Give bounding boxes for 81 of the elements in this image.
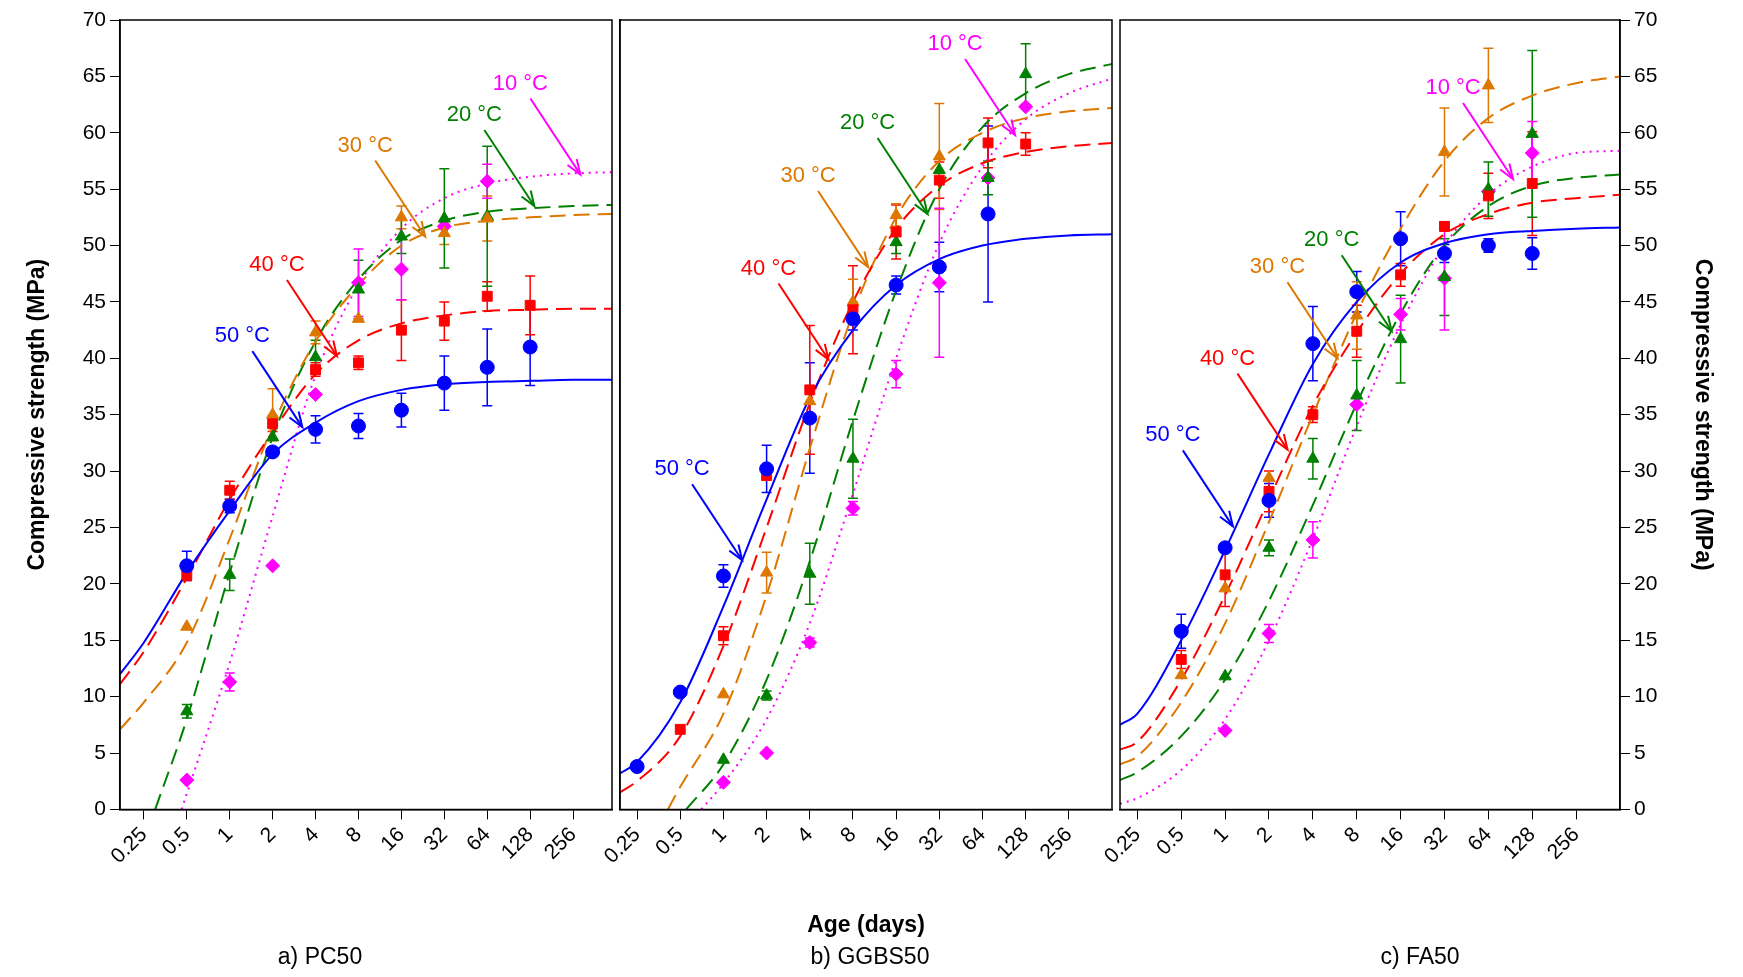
y-tick-label: 35	[82, 401, 106, 425]
x-tick-label: 0.5	[156, 821, 194, 859]
y-tick-label: 40	[82, 345, 106, 369]
x-tick-label: 16	[1374, 821, 1408, 855]
annotation: 50 °C	[654, 455, 710, 481]
annotation: 50 °C	[214, 322, 271, 348]
y-tick-label: 30	[82, 457, 106, 481]
annotation: 50 °C	[1145, 421, 1201, 447]
annotation: 30 °C	[337, 131, 393, 157]
y-tick-label: 10	[82, 683, 106, 707]
y-tick-label: 60	[82, 119, 106, 143]
y-tick-label: 55	[1634, 175, 1658, 199]
y-tick-label: 70	[1634, 6, 1658, 30]
x-tick-label: 256	[1034, 821, 1076, 864]
x-tick-label: 2	[255, 821, 280, 847]
y-tick-label: 60	[1634, 119, 1658, 143]
x-axis-title: Age (days)	[807, 910, 925, 937]
x-tick-label: 2	[749, 821, 774, 847]
annotation: 20 °C	[446, 101, 503, 127]
x-tick-label: 0.5	[650, 821, 688, 859]
x-tick-label: 8	[835, 821, 860, 847]
y-tick-label: 70	[82, 6, 106, 30]
y-tick-label: 25	[1634, 514, 1658, 538]
annotation: 20 °C	[839, 109, 896, 135]
y-tick-label: 25	[82, 514, 106, 538]
x-tick-label: 64	[461, 821, 495, 855]
y-tick-label: 50	[82, 232, 106, 256]
annotation: 10 °C	[927, 30, 983, 56]
x-tick-label: 32	[1418, 821, 1452, 855]
x-tick-label: 256	[1542, 821, 1584, 864]
y-tick-label: 65	[1634, 63, 1658, 87]
x-tick-label: 32	[418, 821, 452, 855]
x-tick-label: 16	[870, 821, 904, 855]
x-tick-label: 4	[297, 821, 323, 847]
y-tick-label: 5	[1634, 739, 1646, 763]
y-tick-label: 10	[1634, 683, 1658, 707]
y-tick-label: 0	[1634, 796, 1646, 820]
x-tick-label: 128	[1498, 821, 1540, 864]
y-tick-label: 50	[1634, 232, 1658, 256]
x-tick-label: 1	[1207, 821, 1233, 847]
x-tick-label: 128	[991, 821, 1033, 864]
x-tick-label: 1	[705, 821, 731, 847]
y-tick-label: 5	[94, 739, 106, 763]
y-tick-label: 30	[1634, 457, 1658, 481]
annotation: 30 °C	[1249, 253, 1306, 279]
x-tick-label: 4	[792, 821, 817, 847]
x-tick-label: 0.5	[1151, 821, 1189, 859]
text: b) GGBS50	[810, 942, 930, 969]
x-tick-label: 16	[375, 821, 409, 855]
x-tick-label: 128	[496, 821, 538, 864]
annotation: 20 °C	[1304, 226, 1360, 252]
x-tick-label: 64	[956, 821, 990, 855]
y-tick-label: 45	[82, 288, 106, 312]
annotation: 40 °C	[1199, 344, 1256, 370]
x-tick-label: 32	[913, 821, 947, 855]
y-tick-label: 65	[82, 63, 106, 87]
x-tick-label: 8	[340, 821, 366, 847]
y-tick-label: 45	[1634, 288, 1658, 312]
y-tick-label: 15	[82, 627, 106, 651]
y-tick-label: 20	[1634, 570, 1658, 594]
text: c) FA50	[1380, 942, 1460, 969]
y-tick-label: 20	[82, 570, 106, 594]
annotation: 40 °C	[740, 254, 797, 280]
y-tick-label: 0	[94, 796, 106, 820]
annotation: 10 °C	[492, 69, 549, 95]
text: a) PC50	[277, 942, 363, 969]
x-tick-label: 256	[538, 821, 580, 864]
annotation: 10 °C	[1425, 74, 1481, 100]
y-tick-label: 15	[1634, 627, 1658, 651]
x-tick-label: 2	[1251, 821, 1276, 847]
y-tick-label: 55	[82, 175, 106, 199]
x-tick-label: 64	[1462, 821, 1496, 855]
x-tick-label: 1	[212, 821, 237, 847]
y-axis-title: Compressive strength (MPa)	[1690, 258, 1717, 571]
annotation: 30 °C	[780, 162, 836, 188]
x-tick-label: 8	[1339, 821, 1364, 847]
y-axis-title: Compressive strength (MPa)	[23, 258, 50, 571]
y-tick-label: 35	[1634, 401, 1658, 425]
y-tick-label: 40	[1634, 345, 1658, 369]
x-tick-label: 4	[1295, 821, 1321, 847]
annotation: 40 °C	[249, 251, 305, 277]
